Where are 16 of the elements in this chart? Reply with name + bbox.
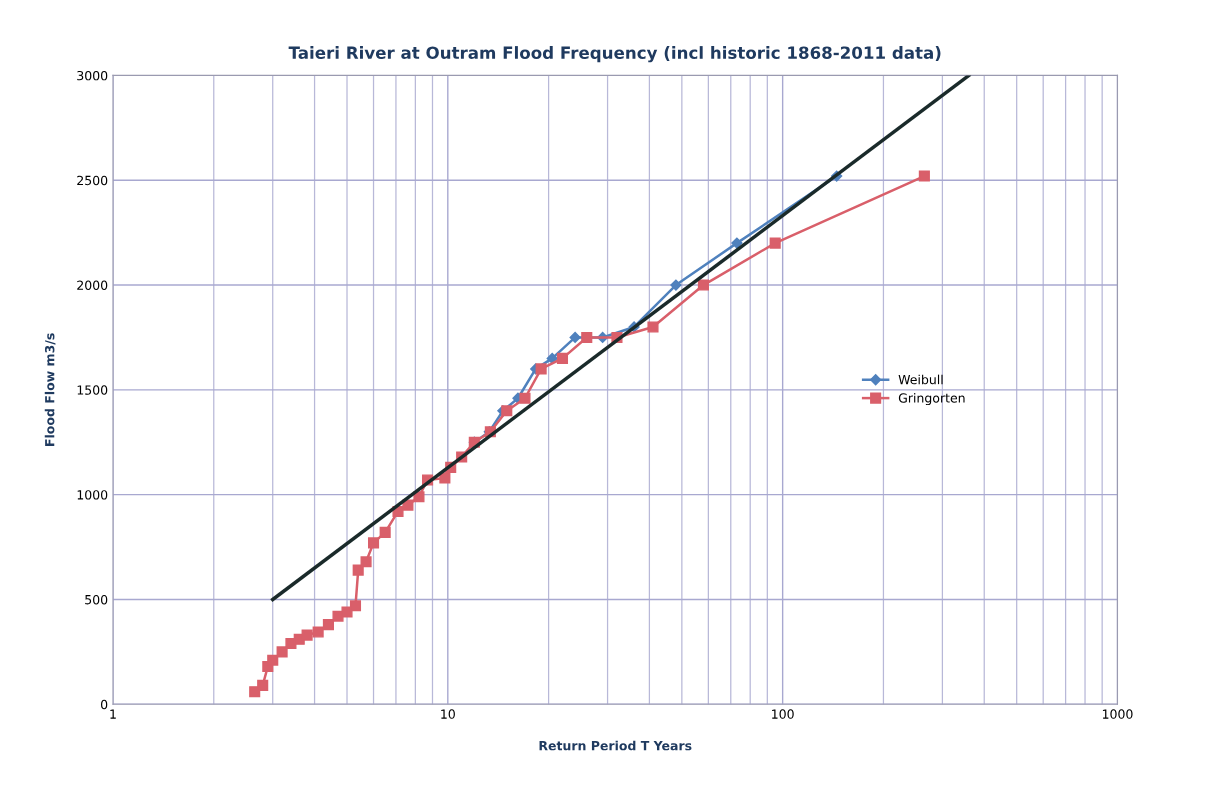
- legend-label: Weibull: [898, 374, 943, 385]
- y-tick-label: 2000: [77, 280, 108, 290]
- y-tick-label: 3000: [77, 70, 108, 81]
- x-tick-label: 10: [441, 709, 455, 719]
- x-tick-label: 1: [110, 709, 116, 719]
- y-tick-label: 0: [100, 699, 108, 710]
- chart-title: Taieri River at Outram Flood Frequency (incl historic 1868-2011 data): [288, 46, 941, 63]
- legend-label: Gringorten: [898, 392, 965, 406]
- x-axis-title: Return Period T Years: [539, 740, 692, 751]
- x-tick-label: 100: [772, 709, 794, 719]
- y-tick-label: 1000: [77, 490, 108, 500]
- y-tick-label: 1500: [77, 385, 108, 395]
- y-tick-label: 500: [85, 594, 108, 605]
- y-axis-title: Flood Flow m3/s: [44, 333, 56, 446]
- x-tick-label: 1000: [1102, 709, 1133, 719]
- y-tick-label: 2500: [77, 175, 108, 186]
